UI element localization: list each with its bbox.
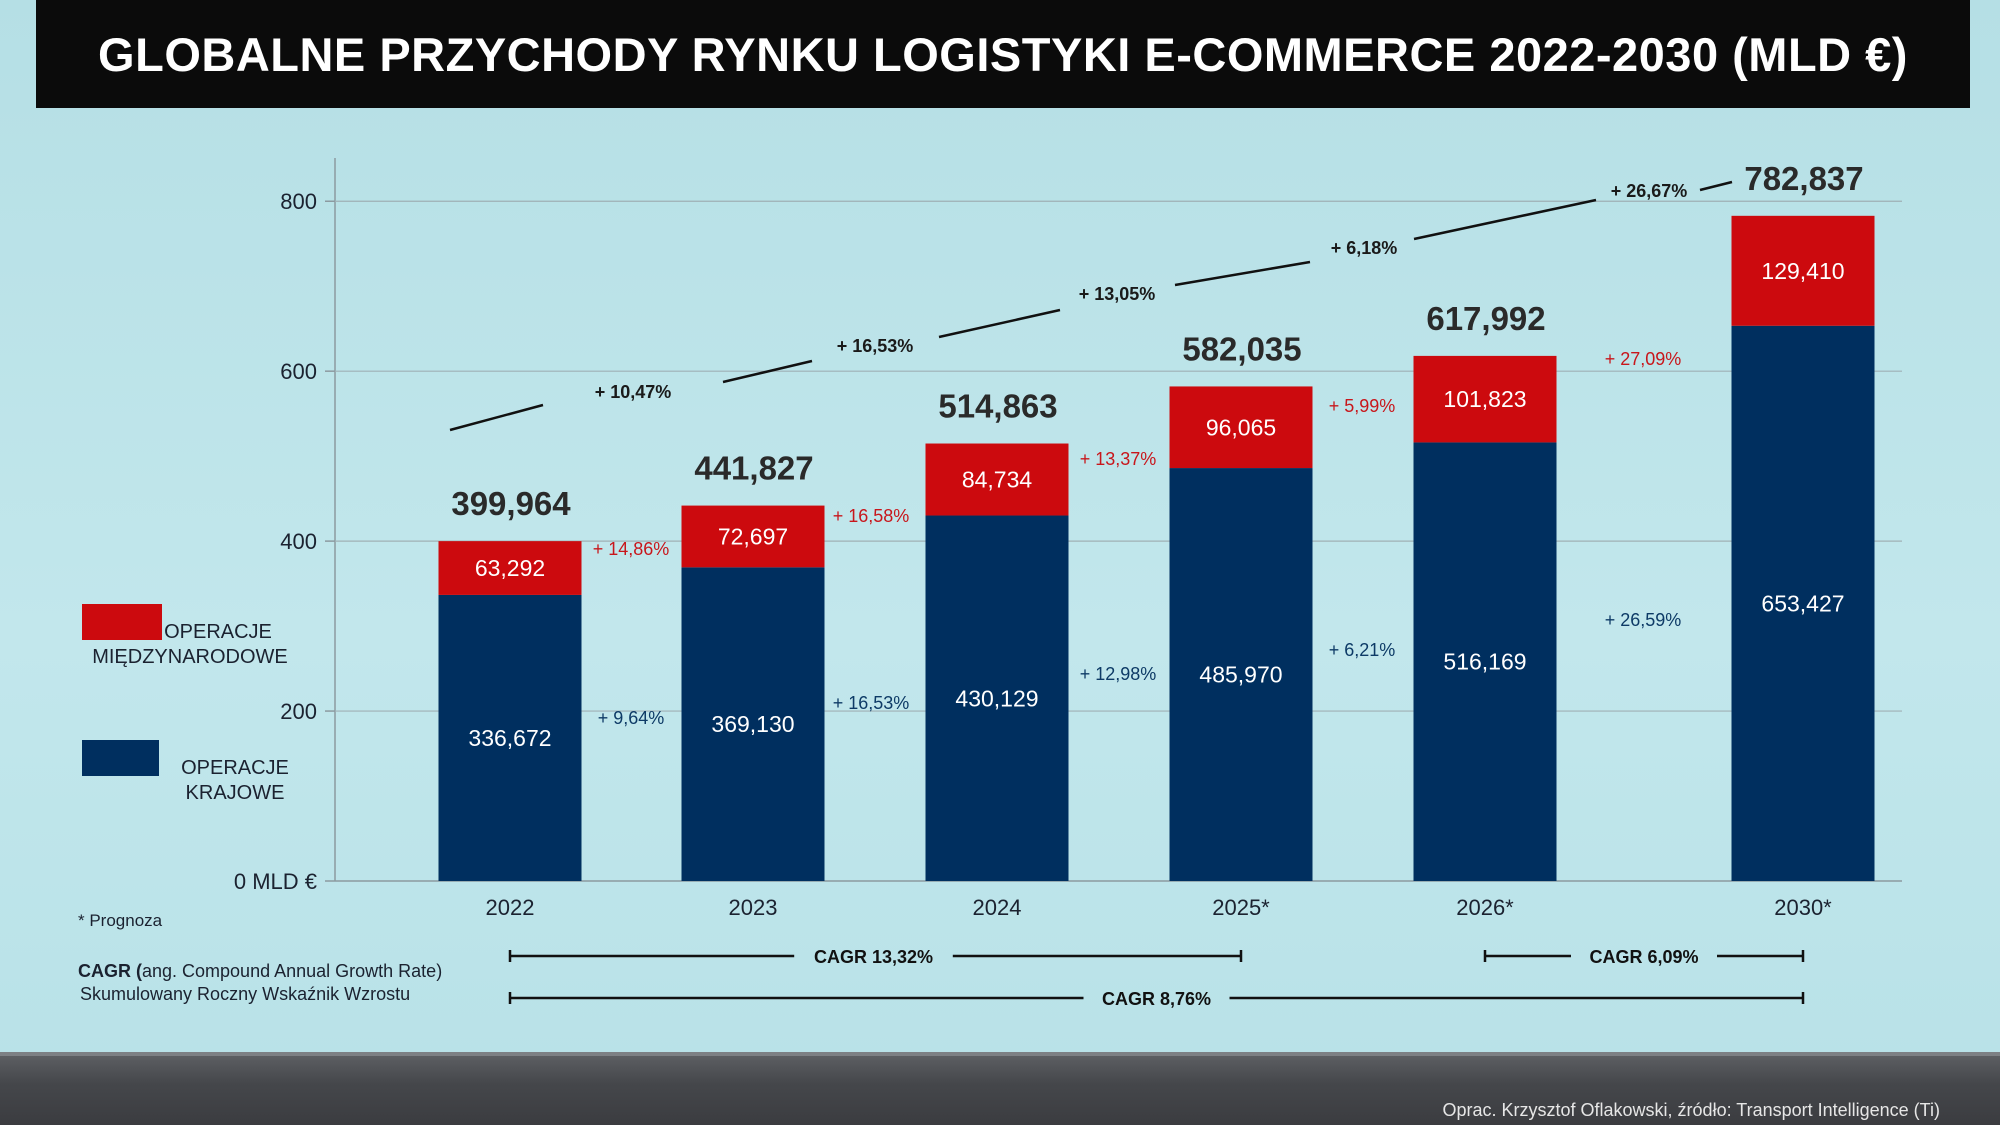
legend-domestic-line-2: KRAJOWE: [185, 782, 285, 804]
growth-domestic-label: + 26,59%: [1605, 610, 1682, 630]
data-label-domestic: 516,169: [1443, 649, 1526, 675]
x-tick-label: 2024: [973, 895, 1022, 920]
y-tick-label: 600: [280, 359, 317, 384]
growth-total-label: + 6,18%: [1331, 238, 1398, 258]
y-tick-label: 800: [280, 189, 317, 214]
growth-domestic-label: + 6,21%: [1329, 640, 1396, 660]
legend-domestic-line-1: OPERACJE: [181, 757, 289, 779]
cagr-explanation: CAGR (ang. Compound Annual Growth Rate): [78, 961, 442, 982]
trend-line-segment: [1174, 260, 1311, 287]
x-tick-label: 2030*: [1774, 895, 1832, 920]
bar-international-2023: [681, 505, 825, 568]
growth-total-label: + 10,47%: [595, 382, 672, 402]
growth-total-label: + 13,05%: [1079, 284, 1156, 304]
total-label: 582,035: [1182, 330, 1301, 367]
growth-domestic-label: + 12,98%: [1080, 664, 1157, 684]
legend-swatch-international: [82, 604, 162, 640]
growth-international-label: + 27,09%: [1605, 349, 1682, 369]
growth-international-label: + 13,37%: [1080, 449, 1157, 469]
floor-edge: [0, 1052, 2000, 1058]
total-label: 441,827: [694, 450, 813, 487]
data-label-domestic: 430,129: [955, 685, 1038, 711]
bar-international-2025: [1169, 386, 1313, 469]
data-label-international: 63,292: [475, 555, 545, 581]
cagr-label: CAGR 6,09%: [1589, 947, 1698, 967]
floor: [0, 1056, 2000, 1125]
source-credit: Oprac. Krzysztof Oflakowski, źródło: Tra…: [1442, 1100, 1941, 1120]
total-label: 399,964: [451, 485, 571, 522]
growth-international-label: + 14,86%: [593, 539, 670, 559]
forecast-note: * Prognoza: [78, 911, 163, 930]
growth-international-label: + 16,58%: [833, 506, 910, 526]
trend-line-segment: [1699, 180, 1733, 192]
y-tick-label: 0 MLD €: [234, 869, 317, 894]
cagr-description: Skumulowany Roczny Wskaźnik Wzrostu: [80, 984, 411, 1004]
legend-swatch-domestic: [82, 740, 159, 776]
legend-label-domestic: OPERACJE KRAJOWE: [160, 756, 310, 806]
cagr-label: CAGR 13,32%: [814, 947, 933, 967]
total-label: 617,992: [1426, 300, 1545, 337]
bar-domestic-2026: [1413, 442, 1557, 881]
growth-total-label: + 16,53%: [837, 336, 914, 356]
growth-domestic-label: + 16,53%: [833, 693, 910, 713]
legend-international-line-2: MIĘDZYNARODOWE: [92, 646, 288, 668]
bar-domestic-2025: [1169, 468, 1313, 881]
bar-domestic-2022: [438, 594, 582, 881]
chart-title: GLOBALNE PRZYCHODY RYNKU LOGISTYKI E-COM…: [98, 27, 1908, 81]
x-tick-label: 2023: [729, 895, 778, 920]
x-tick-label: 2022: [486, 895, 535, 920]
trend-line-segment: [938, 308, 1061, 339]
y-tick-label: 400: [280, 529, 317, 554]
data-label-domestic: 653,427: [1761, 590, 1844, 616]
data-label-domestic: 485,970: [1199, 662, 1282, 688]
trend-line-segment: [449, 403, 544, 432]
legend-label-international: OPERACJE MIĘDZYNARODOWE: [70, 620, 310, 670]
bar-international-2026: [1413, 355, 1557, 443]
bar-domestic-2030: [1731, 325, 1875, 881]
bar-international-2030: [1731, 215, 1875, 326]
total-label: 782,837: [1744, 160, 1863, 197]
chart: 0 MLD € 200 400 600 800 336,672 63,292 399,964 2…: [234, 158, 1902, 1009]
data-label-international: 129,410: [1761, 258, 1844, 284]
legend-international-line-1: OPERACJE: [164, 621, 272, 643]
bar-international-2024: [925, 443, 1069, 516]
growth-international-label: + 5,99%: [1329, 396, 1396, 416]
bar-domestic-2023: [681, 567, 825, 881]
y-tick-label: 200: [280, 699, 317, 724]
x-tick-label: 2025*: [1212, 895, 1270, 920]
growth-domestic-label: + 9,64%: [598, 708, 665, 728]
x-tick-label: 2026*: [1456, 895, 1514, 920]
trend-line-segment: [1413, 198, 1597, 241]
cagr-label: CAGR 8,76%: [1102, 989, 1211, 1009]
data-label-international: 101,823: [1443, 386, 1526, 412]
bar-international-2022: [438, 541, 582, 595]
cagr-explanation-bold: CAGR (: [78, 961, 142, 981]
data-label-domestic: 336,672: [468, 725, 551, 751]
trend-line-segment: [722, 359, 813, 384]
bar-domestic-2024: [925, 515, 1069, 881]
data-label-international: 84,734: [962, 467, 1033, 493]
data-label-international: 72,697: [718, 523, 788, 549]
total-label: 514,863: [938, 388, 1057, 425]
title-bar: GLOBALNE PRZYCHODY RYNKU LOGISTYKI E-COM…: [36, 0, 1970, 108]
data-label-international: 96,065: [1206, 414, 1276, 440]
growth-total-label: + 26,67%: [1611, 181, 1688, 201]
data-label-domestic: 369,130: [711, 711, 794, 737]
cagr-explanation-rest: ang. Compound Annual Growth Rate): [142, 961, 443, 981]
